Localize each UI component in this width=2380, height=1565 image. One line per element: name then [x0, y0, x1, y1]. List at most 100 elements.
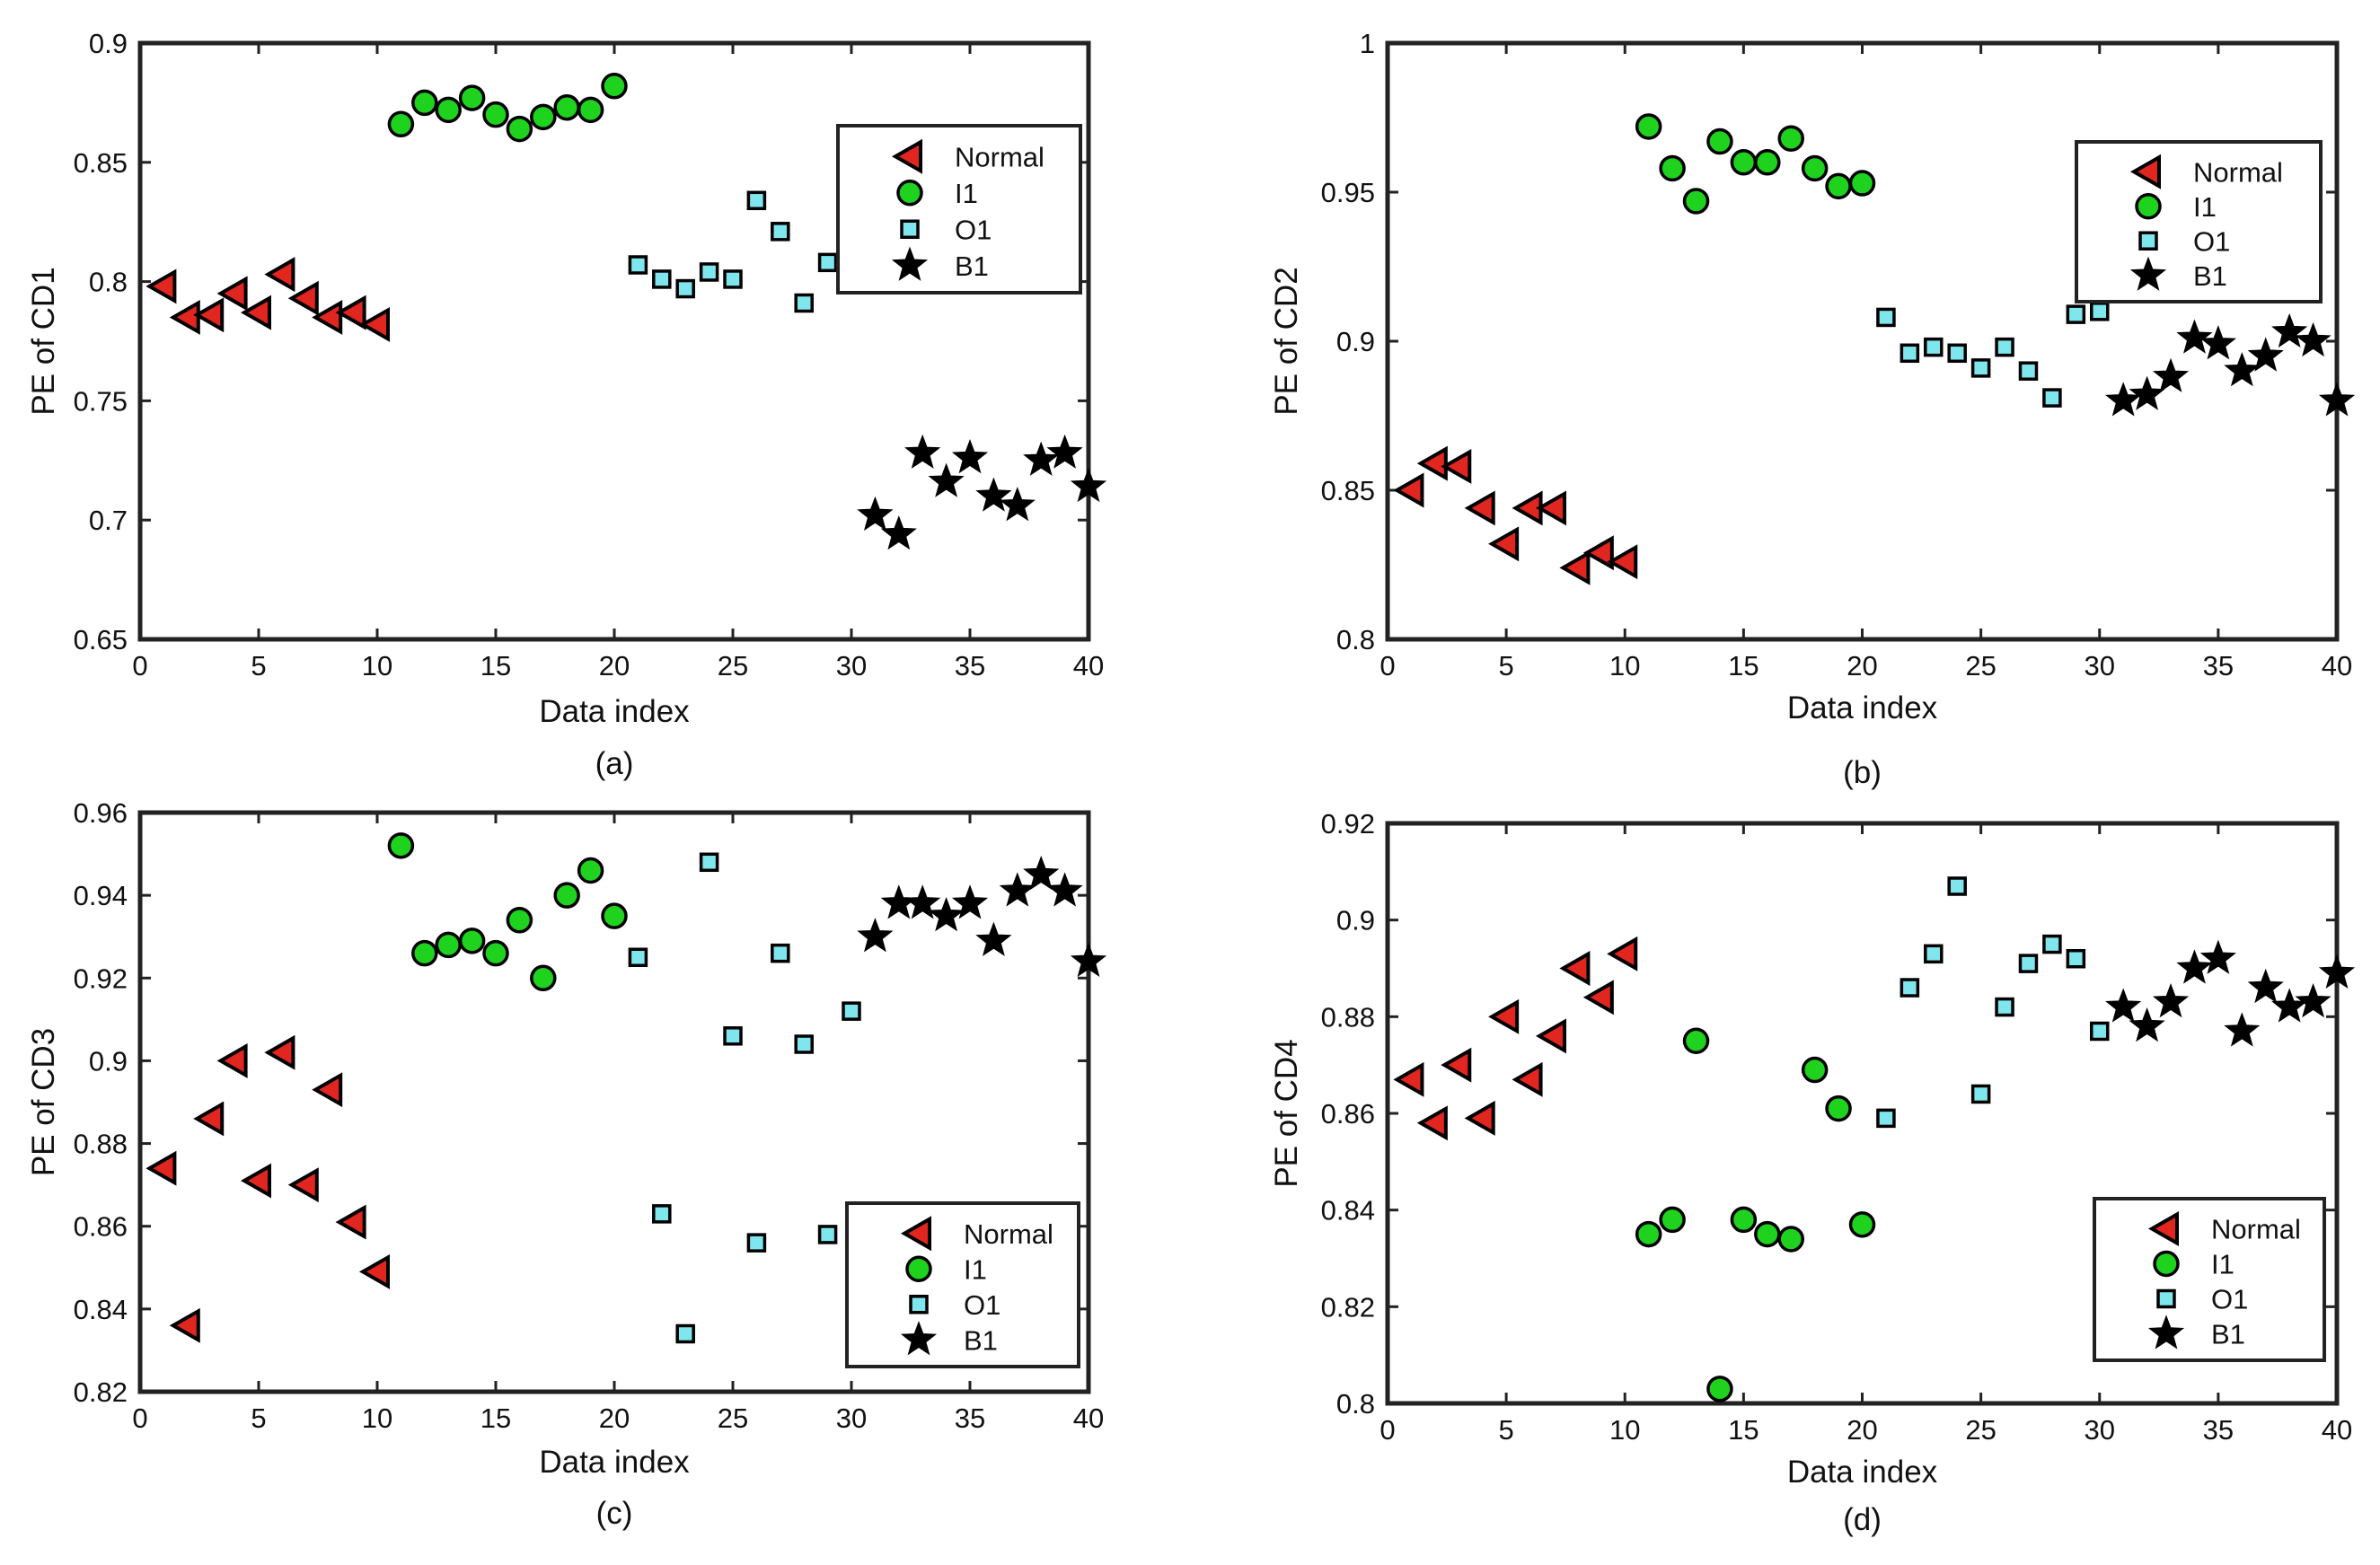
x-tick-label: 5 [1499, 650, 1514, 681]
data-point-b1 [951, 439, 989, 474]
data-point-normal [335, 295, 366, 330]
data-point-i1 [601, 902, 628, 929]
y-tick-label: 0.96 [74, 797, 128, 829]
data-point-b1 [951, 884, 989, 919]
data-point-b1 [2224, 352, 2261, 387]
data-point-i1 [1635, 1220, 1662, 1248]
legend-label-normal: Normal [2193, 156, 2283, 188]
data-point-o1 [794, 1034, 814, 1054]
data-point-i1 [1730, 1206, 1758, 1234]
series-i1 [1635, 113, 1876, 215]
data-point-o1 [1924, 337, 1944, 357]
data-point-o1 [1947, 876, 1967, 896]
data-point-o1 [771, 222, 790, 242]
data-point-i1 [530, 103, 557, 131]
x-tick-label: 0 [1380, 650, 1395, 681]
data-point-i1 [458, 928, 486, 954]
data-point-o1 [2066, 948, 2086, 969]
x-tick-label: 30 [836, 650, 867, 681]
data-point-i1 [1777, 1226, 1804, 1253]
data-point-normal [1441, 448, 1472, 484]
series-o1 [628, 852, 861, 1344]
y-tick-label: 0.86 [74, 1211, 128, 1243]
data-point-o1 [1970, 1084, 1991, 1104]
x-tick-label: 5 [251, 1402, 266, 1434]
data-point-b1 [2247, 968, 2284, 1004]
panel-caption: (b) [1843, 755, 1882, 790]
data-point-normal [312, 299, 343, 335]
y-tick-label: 0.9 [1336, 326, 1375, 357]
x-tick-label: 10 [1609, 650, 1640, 681]
data-point-i1 [1777, 125, 1804, 152]
data-point-normal [1393, 1061, 1424, 1097]
data-point-b1 [975, 921, 1012, 956]
data-point-normal [312, 1072, 343, 1108]
x-tick-label: 0 [1380, 1414, 1395, 1446]
y-tick-label: 0.92 [74, 963, 128, 994]
x-tick-label: 25 [718, 650, 748, 681]
data-point-b1 [904, 434, 941, 469]
y-tick-label: 0.88 [1321, 1001, 1375, 1033]
data-point-i1 [482, 101, 509, 128]
series-o1 [1876, 302, 2110, 408]
x-tick-label: 35 [2203, 1414, 2234, 1446]
data-point-normal [1416, 445, 1448, 481]
x-tick-label: 5 [251, 650, 266, 681]
data-point-i1 [506, 115, 533, 143]
series-normal [145, 257, 390, 342]
data-point-i1 [506, 907, 533, 934]
data-point-normal [193, 1101, 225, 1137]
data-point-b1 [2105, 988, 2142, 1023]
y-axis-label: PE of CD4 [1269, 1039, 1304, 1187]
y-tick-label: 0.94 [74, 880, 128, 911]
y-tick-label: 0.8 [1336, 1388, 1375, 1420]
data-point-normal [1488, 526, 1520, 562]
data-point-b1 [1046, 872, 1083, 907]
data-point-o1 [2042, 934, 2062, 954]
legend-label-normal: Normal [964, 1218, 1053, 1250]
data-point-normal [1535, 490, 1566, 526]
data-point-o1 [746, 1233, 767, 1253]
data-point-b1 [999, 487, 1036, 522]
chart-panel-3: 0 5 10 15 20 25 30 35 40 0.82 0.84 0.86 0.88 0.9 0.92 0… [26, 797, 1107, 1531]
data-point-o1 [1995, 997, 2014, 1017]
legend-label-b1: B1 [2211, 1319, 2245, 1350]
x-tick-label: 15 [480, 1402, 511, 1434]
x-tick-label: 15 [480, 650, 511, 681]
data-point-i1 [1825, 1095, 1852, 1122]
data-point-i1 [435, 96, 462, 124]
data-point-normal [1582, 535, 1614, 571]
data-point-o1 [723, 1026, 743, 1046]
data-point-b1 [857, 496, 894, 531]
panel-caption: (c) [596, 1496, 633, 1531]
x-axis-label: Data index [1787, 690, 1938, 725]
data-point-o1 [1924, 944, 1944, 964]
data-point-b1 [2129, 375, 2165, 410]
series-o1 [1876, 876, 2110, 1129]
x-tick-label: 30 [2085, 1414, 2115, 1446]
data-point-b1 [2199, 325, 2236, 360]
legend-box [2075, 140, 2323, 303]
data-point-b1 [2295, 321, 2332, 357]
data-point-b1 [2199, 939, 2236, 974]
data-point-o1 [2090, 1021, 2110, 1042]
data-point-b1 [2318, 382, 2356, 417]
data-point-b1 [2176, 319, 2213, 354]
data-point-o1 [2066, 304, 2086, 324]
x-tick-label: 30 [836, 1402, 867, 1434]
legend-label-normal: Normal [955, 141, 1045, 172]
data-point-normal [1488, 998, 1520, 1034]
data-point-normal [1607, 936, 1638, 972]
data-point-o1 [675, 278, 695, 299]
data-point-o1 [2042, 388, 2062, 408]
y-tick-label: 0.86 [1321, 1098, 1375, 1130]
legend-label-i1: I1 [2211, 1249, 2235, 1280]
data-point-normal [1464, 490, 1495, 526]
legend-marker-b1 [900, 1321, 938, 1356]
x-tick-label: 40 [1073, 650, 1104, 681]
y-tick-label: 0.9 [89, 28, 128, 59]
data-point-b1 [1023, 441, 1060, 476]
